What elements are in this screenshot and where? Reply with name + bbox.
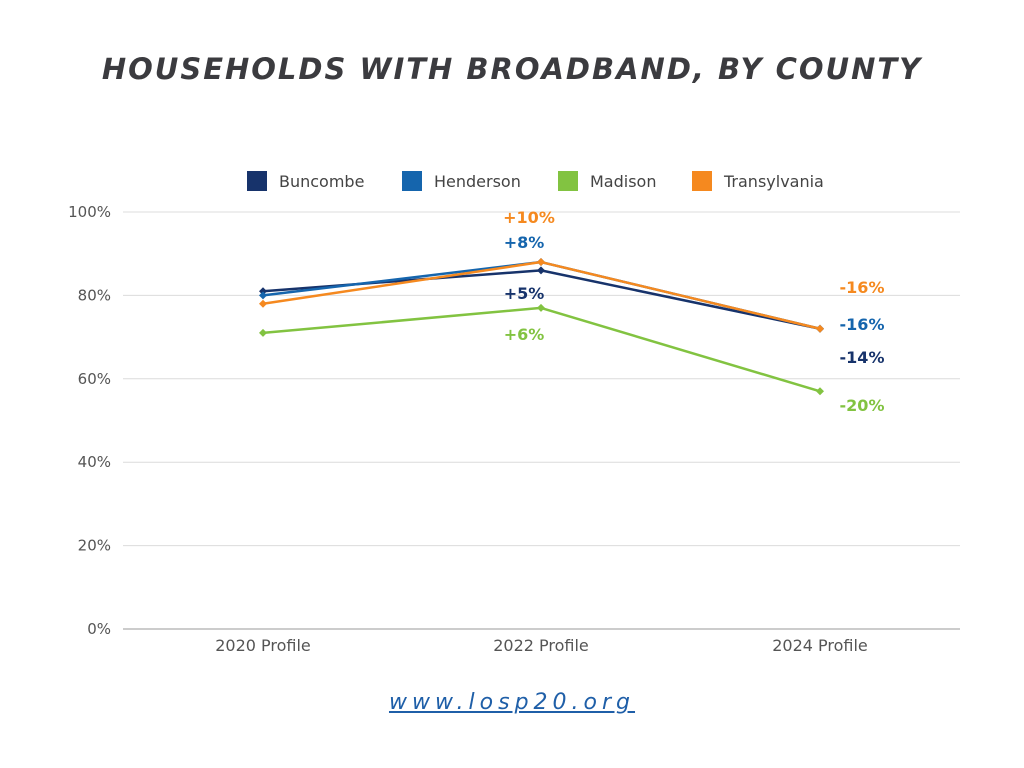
data-point-henderson [259,291,267,300]
footer: www.losp20.org [0,690,1024,715]
x-tick-label: 2020 Profile [215,636,311,655]
data-point-transylvania [537,258,545,267]
data-label-henderson: -16% [840,315,885,334]
legend-item-henderson: Henderson [402,171,521,191]
x-tick-label: 2022 Profile [493,636,589,655]
y-tick-label: 100% [68,203,111,221]
legend-item-buncombe: Buncombe [247,171,364,191]
data-label-buncombe: -14% [840,348,885,367]
data-label-henderson: +8% [504,233,545,252]
series-lines [259,258,824,396]
data-point-transylvania [816,324,824,333]
data-label-buncombe: +5% [504,284,545,303]
data-point-buncombe [537,266,545,275]
y-axis: 0% 20% 40% 60% 80% 100% [68,203,111,638]
data-label-transylvania: +10% [503,208,555,227]
data-label-madison: -20% [840,396,885,415]
legend-swatch [692,171,712,191]
y-tick-label: 0% [87,620,111,638]
data-labels: +5% -14% +8% -16% +6% -20% +10% -16% [503,208,884,415]
legend-swatch [247,171,267,191]
grid [123,211,960,630]
legend-item-madison: Madison [558,171,656,191]
legend-item-transylvania: Transylvania [692,171,824,191]
data-label-transylvania: -16% [840,278,885,297]
y-tick-label: 80% [78,286,111,304]
y-tick-label: 60% [78,370,111,388]
x-tick-label: 2024 Profile [772,636,868,655]
legend-swatch [402,171,422,191]
website-link[interactable]: www.losp20.org [388,690,636,715]
data-label-madison: +6% [504,325,545,344]
data-point-madison [537,303,545,312]
legend-label: Transylvania [723,172,824,191]
data-point-buncombe [259,287,267,296]
y-tick-label: 40% [78,453,111,471]
legend-label: Buncombe [279,172,364,191]
legend-swatch [558,171,578,191]
data-point-madison [259,328,267,337]
legend-label: Henderson [434,172,521,191]
y-tick-label: 20% [78,537,111,555]
data-point-madison [816,387,824,396]
chart-title: HOUSEHOLDS WITH BROADBAND, BY COUNTY [101,52,923,86]
legend: Buncombe Henderson Madison Transylvania [247,171,824,191]
x-axis: 2020 Profile 2022 Profile 2024 Profile [215,636,868,655]
legend-label: Madison [590,172,656,191]
data-point-transylvania [259,299,267,308]
